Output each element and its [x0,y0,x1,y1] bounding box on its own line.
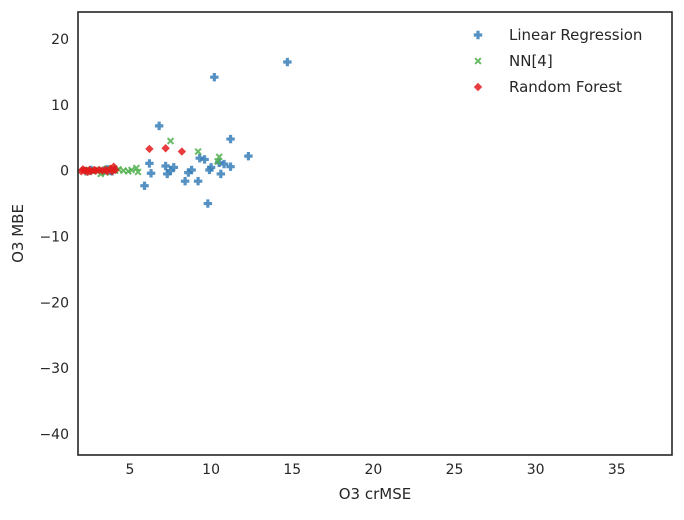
point-linear-regression [163,169,172,179]
y-tick-label: −40 [39,427,69,443]
point-linear-regression [180,176,190,186]
point-linear-regression [203,199,213,208]
legend-label: Random Forest [509,78,622,96]
legend-marker [473,82,483,92]
point-linear-regression [154,121,164,131]
point-nn-4 [134,168,142,176]
y-tick-label: 20 [51,32,69,48]
point-linear-regression [169,163,178,172]
point-nn-4 [166,137,175,145]
point-linear-regression [140,181,149,190]
point-nn-4 [124,167,132,175]
legend-label: NN[4] [509,52,553,70]
point-nn-4 [215,153,223,161]
point-random-forest [103,167,112,176]
legend-marker [474,57,482,65]
point-random-forest [94,165,104,175]
y-tick-label: −10 [39,229,69,245]
point-linear-regression [206,163,216,172]
point-linear-regression [210,72,219,82]
y-tick-label: −20 [39,295,69,311]
y-tick-label: 10 [51,98,69,114]
point-random-forest [83,167,92,177]
point-linear-regression [219,159,229,169]
point-linear-regression [226,134,235,144]
point-linear-regression [195,153,204,163]
point-nn-4 [213,157,222,166]
plot-frame [77,11,673,456]
x-tick-label: 35 [608,462,626,478]
point-linear-regression [161,161,170,171]
legend: Linear Regression NN[4] Random Forest [473,26,642,96]
point-linear-regression [146,169,156,178]
point-linear-regression [193,176,203,186]
axis-ticks: 5 10 15 20 25 30 35 −40 −30 −20 −10 0 10 20 [39,32,625,478]
x-tick-label: 25 [446,462,464,478]
point-linear-regression [200,155,209,164]
x-tick-label: 20 [364,462,382,478]
point-linear-regression [226,162,235,171]
point-random-forest [145,144,154,154]
point-linear-regression [216,169,226,179]
plot-background [78,12,672,455]
x-axis-label: O3 crMSE [339,485,411,503]
y-tick-label: 0 [60,164,69,180]
point-random-forest [177,147,187,156]
point-linear-regression [184,168,193,177]
y-axis-label: O3 MBE [9,204,27,263]
point-random-forest [161,144,170,153]
x-tick-label: 15 [283,462,301,478]
data-points [77,57,292,208]
x-tick-label: 5 [125,462,134,478]
point-linear-regression [244,151,253,161]
point-linear-regression [283,57,292,67]
point-linear-regression [166,166,175,175]
point-random-forest [107,167,117,176]
point-nn-4 [194,147,202,156]
point-linear-regression [187,165,196,175]
legend-marker [473,30,483,40]
x-tick-label: 10 [202,462,220,478]
y-tick-label: −30 [39,361,69,377]
legend-label: Linear Regression [509,26,642,44]
x-tick-label: 30 [527,462,545,478]
point-linear-regression [145,159,154,168]
point-linear-regression [205,165,214,175]
